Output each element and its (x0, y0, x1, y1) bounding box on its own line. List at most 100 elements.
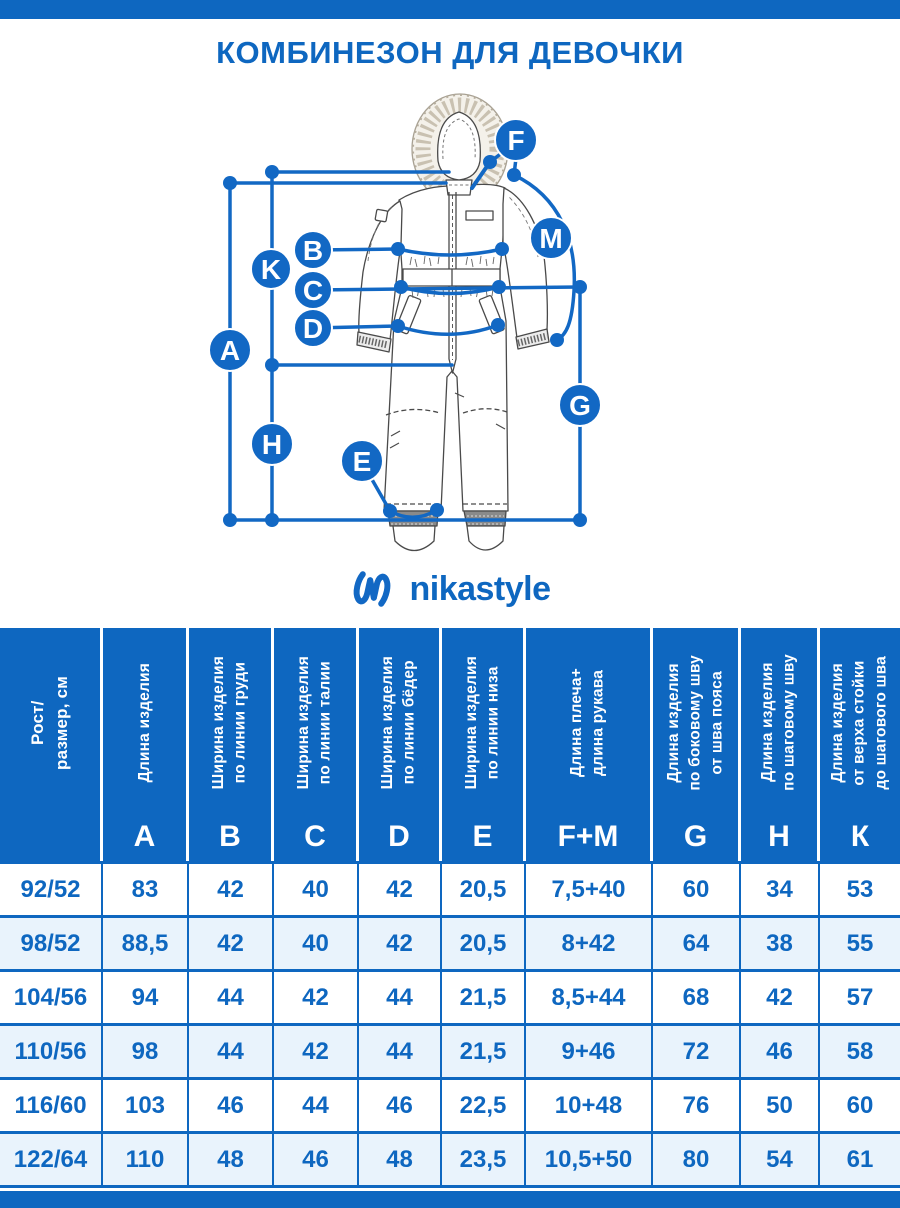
column-label: Рост/ размер, см (28, 675, 71, 770)
marker-c-badge: C (293, 270, 333, 310)
column-header-h: Длина изделия по шаговому шву H (741, 628, 820, 861)
table-row: 122/64 110 48 46 48 23,5 10,5+50 80 54 61 (0, 1131, 900, 1185)
table-cell: 42 (359, 864, 442, 915)
column-letter (0, 817, 100, 861)
table-row: 98/52 88,5 42 40 42 20,5 8+42 64 38 55 (0, 915, 900, 969)
page-title: КОМБИНЕЗОН ДЛЯ ДЕВОЧКИ (216, 35, 684, 70)
column-letter: F+M (557, 820, 619, 853)
table-cell: 83 (103, 864, 189, 915)
svg-text:C: C (303, 275, 323, 306)
svg-text:B: B (303, 235, 323, 266)
table-cell: 116/60 (0, 1080, 103, 1131)
svg-text:M: M (539, 223, 562, 254)
table-cell: 20,5 (442, 918, 526, 969)
marker-f-badge: F (494, 118, 538, 162)
hood-opening (437, 111, 481, 181)
right-boot (466, 525, 505, 551)
column-header-b: Ширина изделия по линии груди B (189, 628, 274, 861)
table-row: 104/56 94 44 42 44 21,5 8,5+44 68 42 57 (0, 969, 900, 1023)
table-cell: 44 (189, 972, 274, 1023)
table-header-row: Рост/ размер, см Длина изделия A Ширина и… (0, 628, 900, 861)
right-sleeve (502, 187, 549, 339)
measurement-dots (223, 155, 587, 527)
marker-a-badge: A (208, 328, 252, 372)
marker-b-badge: B (293, 230, 333, 270)
table-cell: 44 (359, 972, 442, 1023)
table-cell: 88,5 (103, 918, 189, 969)
svg-text:D: D (303, 313, 323, 344)
table-cell: 58 (846, 1037, 874, 1065)
column-label: Длина изделия по шаговому шву (759, 654, 798, 791)
table-cell: 7,5+40 (526, 864, 653, 915)
table-cell: 98 (103, 1026, 189, 1077)
size-table: Рост/ размер, см Длина изделия A Ширина и… (0, 628, 900, 1188)
table-cell: 80 (653, 1134, 741, 1185)
table-cell: 21,5 (442, 972, 526, 1023)
table-cell: 8,5+44 (526, 972, 653, 1023)
table-cell: 42 (189, 864, 274, 915)
table-cell: 53 (846, 875, 874, 903)
table-cell: 98/52 (0, 918, 103, 969)
marker-m-badge: M (529, 216, 573, 260)
sleeve-patch (374, 208, 389, 223)
table-cell: 104/56 (0, 972, 103, 1023)
table-cell: 60 (846, 1091, 874, 1119)
column-label: Ширина изделия по линии бёдер (379, 655, 418, 790)
svg-text:H: H (262, 429, 282, 460)
table-cell: 21,5 (442, 1026, 526, 1077)
marker-g-badge: G (558, 383, 602, 427)
table-cell: 44 (189, 1026, 274, 1077)
chest-pocket (465, 210, 494, 221)
column-letter: G (683, 820, 708, 853)
column-header-a: Длина изделия A (103, 628, 189, 861)
marker-k-badge: K (250, 248, 292, 290)
table-cell: 76 (653, 1080, 741, 1131)
svg-text:F: F (507, 125, 524, 156)
table-cell: 54 (741, 1134, 820, 1185)
table-cell: 57 (846, 983, 874, 1011)
table-cell: 42 (274, 972, 359, 1023)
table-row: 110/56 98 44 42 44 21,5 9+46 72 46 58 (0, 1023, 900, 1077)
svg-text:G: G (569, 390, 591, 421)
column-letter: E (472, 820, 493, 853)
table-cell: 38 (741, 918, 820, 969)
suit-body (383, 183, 509, 512)
table-cell: 9+46 (526, 1026, 653, 1077)
column-label: Длина изделия (135, 662, 153, 783)
table-row: 92/52 83 42 40 42 20,5 7,5+40 60 34 53 (0, 861, 900, 915)
marker-e-badge: E (340, 439, 384, 483)
table-cell: 60 (653, 864, 741, 915)
column-header-g: Длина изделия по боковому шву от шва поя… (653, 628, 741, 861)
table-cell: 42 (274, 1026, 359, 1077)
column-letter: К (850, 820, 870, 853)
column-letter: A (133, 820, 156, 853)
table-cell: 72 (653, 1026, 741, 1077)
svg-text:K: K (261, 254, 281, 285)
table-cell: 42 (741, 972, 820, 1023)
measurement-badges: F M K B C D A H E G (208, 118, 602, 483)
column-label: Ширина изделия по линии талии (295, 655, 334, 790)
left-boot (392, 525, 436, 552)
table-cell: 44 (359, 1026, 442, 1077)
measurement-diagram: F M K B C D A H E G (0, 89, 900, 564)
table-cell: 10+48 (526, 1080, 653, 1131)
table-cell: 34 (741, 864, 820, 915)
svg-text:A: A (220, 335, 240, 366)
table-cell: 42 (189, 918, 274, 969)
column-label: Длина изделия от верха стойки до шаговог… (829, 655, 890, 790)
table-cell: 46 (359, 1080, 442, 1131)
left-cuff (356, 331, 392, 353)
column-header-fm: Длина плеча+ длина рукава F+M (526, 628, 653, 861)
table-cell: 68 (653, 972, 741, 1023)
column-letter: B (219, 820, 241, 853)
table-cell: 110/56 (0, 1026, 103, 1077)
table-cell: 48 (359, 1134, 442, 1185)
column-header-k: Длина изделия от верха стойки до шаговог… (820, 628, 900, 861)
brand-logo: nikastyle (0, 564, 900, 614)
table-cell: 8+42 (526, 918, 653, 969)
table-cell: 61 (846, 1145, 874, 1173)
column-label: Длина плеча+ длина рукава (568, 667, 607, 777)
marker-d-badge: D (293, 308, 333, 348)
table-cell: 44 (274, 1080, 359, 1131)
table-cell: 42 (359, 918, 442, 969)
